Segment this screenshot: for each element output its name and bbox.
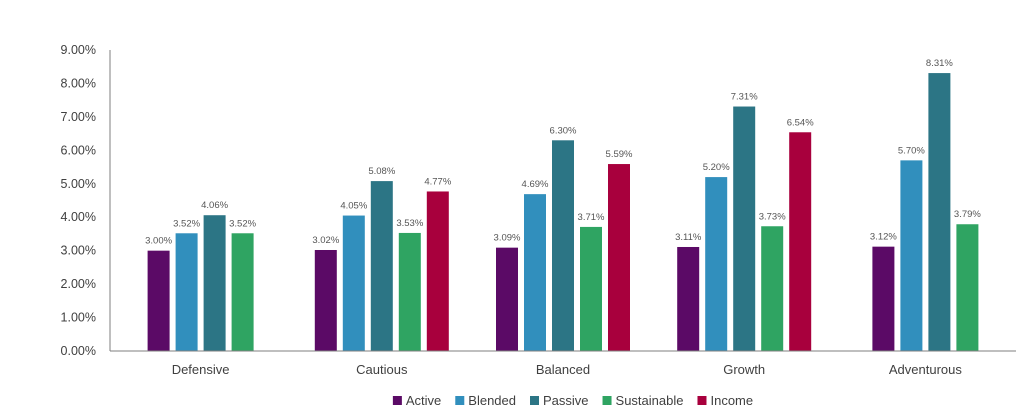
bar-sustainable-adventurous [956, 224, 979, 351]
legend-item-income: Income [697, 393, 753, 408]
data-label: 3.11% [675, 232, 702, 243]
bar-blended-defensive [175, 233, 198, 351]
data-label: 6.54% [787, 117, 814, 128]
bar-active-growth [677, 246, 700, 351]
bar-active-defensive [147, 250, 170, 351]
bar-sustainable-cautious [398, 232, 421, 351]
data-label: 3.09% [494, 233, 521, 244]
data-label: 5.70% [898, 145, 925, 156]
bar-sustainable-defensive [231, 233, 254, 351]
data-label: 3.12% [870, 232, 897, 243]
bar-passive-defensive [203, 215, 226, 351]
legend-swatch [530, 396, 539, 405]
data-label: 5.59% [606, 149, 633, 160]
y-tick-label: 8.00% [61, 76, 96, 90]
data-label: 3.52% [229, 218, 256, 229]
bar-passive-cautious [370, 181, 393, 351]
data-labels: 3.00%3.52%4.06%3.52%3.02%4.05%5.08%3.53%… [145, 58, 981, 247]
legend-label: Sustainable [616, 393, 684, 408]
bar-active-balanced [496, 247, 518, 351]
data-label: 5.08% [368, 166, 395, 177]
data-label: 4.77% [424, 176, 451, 187]
bar-blended-cautious [342, 215, 365, 351]
bar-blended-adventurous [900, 160, 923, 351]
legend-swatch [392, 396, 402, 405]
legend-swatch [455, 396, 465, 405]
category-label: Growth [723, 362, 765, 377]
y-axis-ticks: 0.00% 1.00% 2.00% 3.00% 4.00% 5.00% 6.00% 7.00%… [61, 43, 96, 358]
bar-passive-balanced [552, 140, 574, 351]
legend: Active Blended Passive Sustainable Income [392, 393, 753, 408]
bars [147, 73, 979, 352]
bar-income-growth [789, 132, 812, 351]
data-label: 3.52% [173, 218, 200, 229]
y-tick-label: 3.00% [61, 244, 96, 258]
legend-label: Income [710, 393, 753, 408]
category-label: Cautious [356, 362, 408, 377]
data-label: 5.20% [703, 162, 730, 173]
y-tick-label: 6.00% [61, 143, 96, 157]
bar-income-balanced [608, 164, 630, 351]
category-labels: Defensive Cautious Balanced Growth Adventuro… [172, 362, 963, 377]
data-label: 3.79% [954, 209, 981, 220]
data-label: 4.05% [340, 201, 367, 212]
category-label: Defensive [172, 362, 230, 377]
bar-sustainable-balanced [580, 226, 602, 351]
y-tick-label: 5.00% [61, 177, 96, 191]
bar-active-adventurous [872, 246, 895, 351]
legend-label: Passive [543, 393, 589, 408]
data-label: 3.53% [396, 218, 423, 229]
legend-item-active: Active [392, 393, 441, 408]
legend-swatch [602, 396, 612, 405]
bar-blended-balanced [524, 194, 546, 351]
category-label: Balanced [536, 362, 590, 377]
bar-blended-growth [705, 177, 728, 351]
y-tick-label: 2.00% [61, 277, 96, 291]
legend-item-passive: Passive [530, 393, 589, 408]
data-label: 4.69% [522, 179, 549, 190]
legend-item-blended: Blended [455, 393, 516, 408]
data-label: 3.73% [759, 211, 786, 222]
data-label: 8.31% [926, 58, 953, 69]
y-tick-label: 4.00% [61, 210, 96, 224]
category-label: Adventurous [889, 362, 962, 377]
y-tick-label: 1.00% [61, 311, 96, 325]
data-label: 3.02% [312, 235, 339, 246]
bar-active-cautious [314, 249, 337, 351]
data-label: 3.00% [145, 236, 172, 247]
bar-sustainable-growth [761, 226, 784, 351]
y-tick-label: 9.00% [61, 43, 96, 57]
legend-label: Active [406, 393, 441, 408]
legend-label: Blended [468, 393, 516, 408]
data-label: 7.31% [731, 92, 758, 103]
data-label: 6.30% [550, 125, 577, 136]
y-tick-label: 7.00% [61, 110, 96, 124]
data-label: 3.71% [578, 212, 605, 223]
bar-passive-growth [733, 106, 756, 351]
data-label: 4.06% [201, 200, 228, 211]
bar-passive-adventurous [928, 73, 951, 352]
y-tick-label: 0.00% [61, 344, 96, 358]
legend-item-sustainable: Sustainable [602, 393, 684, 408]
bar-income-cautious [426, 191, 449, 351]
legend-swatch [697, 396, 707, 405]
